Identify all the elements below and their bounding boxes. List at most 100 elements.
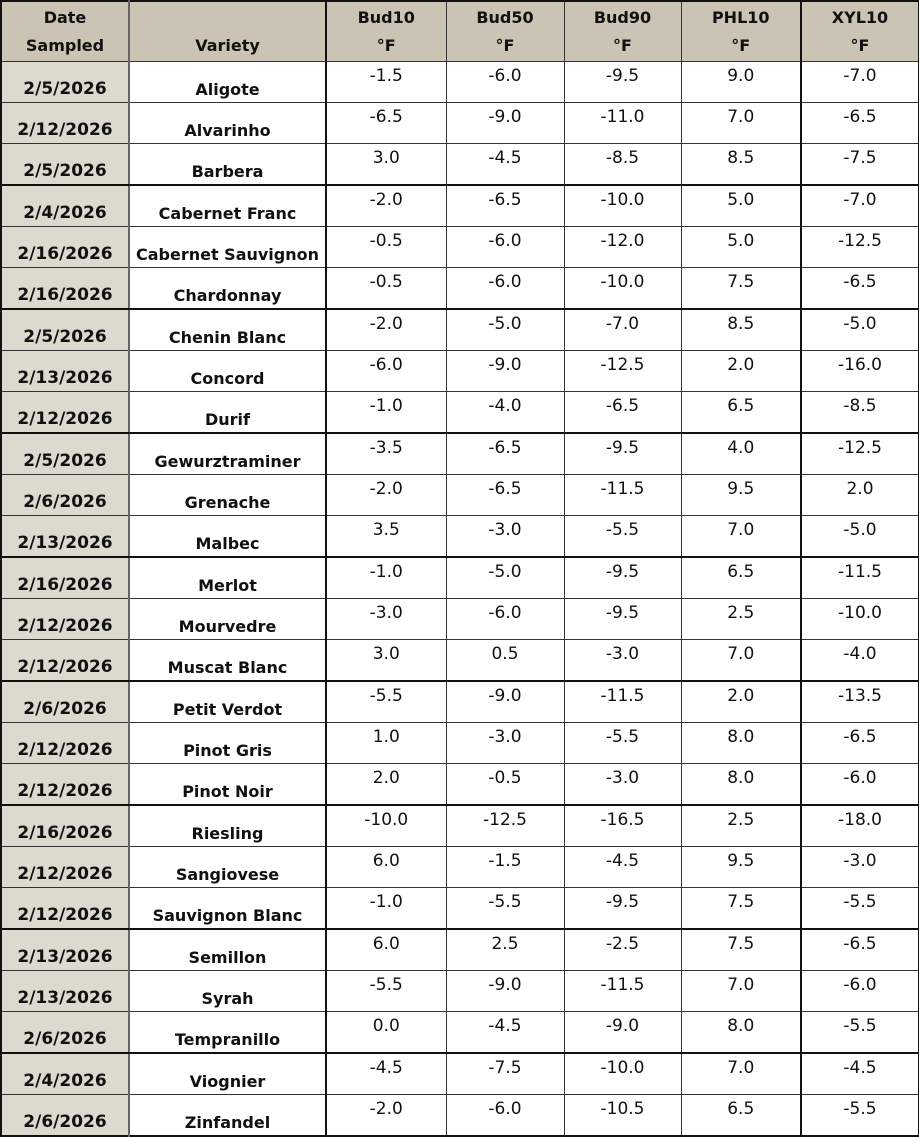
- bud10-cell: -0.5: [325, 267, 447, 310]
- bud90-cell: -5.5: [563, 515, 682, 558]
- variety-cell: Zinfandel: [128, 1094, 327, 1137]
- bud50-cell: -9.0: [445, 970, 565, 1012]
- header-name: XYL10: [831, 8, 889, 27]
- xyl10-cell: -10.0: [800, 598, 919, 640]
- header-phl10: PHL10 °F: [680, 0, 802, 62]
- variety-cell: Muscat Blanc: [128, 639, 327, 682]
- bud90-cell: -5.5: [563, 722, 682, 764]
- bud10-cell: -5.5: [325, 970, 447, 1012]
- xyl10-cell: -16.0: [800, 350, 919, 392]
- date-cell: 2/12/2026: [0, 722, 130, 764]
- bud10-cell: -5.5: [325, 680, 447, 723]
- variety-cell: Chardonnay: [128, 267, 327, 310]
- table-row: 2/6/2026 Petit Verdot -5.5 -9.0 -11.5 2.0 -13.…: [0, 680, 919, 723]
- xyl10-cell: -4.0: [800, 639, 919, 682]
- table-row: 2/5/2026 Gewurztraminer -3.5 -6.5 -9.5 4.0 -12…: [0, 432, 919, 475]
- phl10-cell: 8.0: [680, 1011, 802, 1054]
- xyl10-cell: -4.5: [800, 1052, 919, 1095]
- xyl10-cell: -6.5: [800, 102, 919, 144]
- header-name: Bud50: [476, 8, 534, 27]
- bud10-cell: -1.0: [325, 391, 447, 434]
- bud10-cell: -3.5: [325, 432, 447, 475]
- variety-cell: Petit Verdot: [128, 680, 327, 723]
- phl10-cell: 7.0: [680, 1052, 802, 1095]
- date-cell: 2/5/2026: [0, 143, 130, 186]
- phl10-cell: 6.5: [680, 556, 802, 599]
- table-row: 2/16/2026 Chardonnay -0.5 -6.0 -10.0 7.5 -6.5: [0, 267, 919, 310]
- bud50-cell: -6.0: [445, 61, 565, 103]
- xyl10-cell: -5.0: [800, 515, 919, 558]
- header-name: Bud90: [593, 8, 652, 27]
- bud10-cell: -2.0: [325, 1094, 447, 1137]
- bud90-cell: -12.5: [563, 350, 682, 392]
- table-row: 2/4/2026 Cabernet Franc -2.0 -6.5 -10.0 5.0 -7…: [0, 184, 919, 227]
- xyl10-cell: -6.0: [800, 763, 919, 806]
- date-cell: 2/13/2026: [0, 350, 130, 392]
- bud50-cell: -9.0: [445, 350, 565, 392]
- table-row: 2/5/2026 Aligote -1.5 -6.0 -9.5 9.0 -7.0: [0, 61, 919, 103]
- date-cell: 2/4/2026: [0, 1052, 130, 1095]
- variety-cell: Merlot: [128, 556, 327, 599]
- date-cell: 2/5/2026: [0, 432, 130, 475]
- date-cell: 2/4/2026: [0, 184, 130, 227]
- bud10-cell: 3.0: [325, 639, 447, 682]
- date-cell: 2/12/2026: [0, 846, 130, 888]
- bud90-cell: -9.5: [563, 556, 682, 599]
- table-row: 2/12/2026 Pinot Noir 2.0 -0.5 -3.0 8.0 -6.0: [0, 763, 919, 806]
- variety-cell: Sauvignon Blanc: [128, 887, 327, 930]
- variety-cell: Barbera: [128, 143, 327, 186]
- xyl10-cell: -12.5: [800, 432, 919, 475]
- table-row: 2/12/2026 Pinot Gris 1.0 -3.0 -5.5 8.0 -6.5: [0, 722, 919, 764]
- xyl10-cell: -6.5: [800, 267, 919, 310]
- bud90-cell: -9.5: [563, 598, 682, 640]
- bud50-cell: -3.0: [445, 722, 565, 764]
- variety-cell: Viognier: [128, 1052, 327, 1095]
- xyl10-cell: -5.5: [800, 1094, 919, 1137]
- bud50-cell: -6.0: [445, 1094, 565, 1137]
- variety-cell: Riesling: [128, 804, 327, 847]
- variety-cell: Pinot Noir: [128, 763, 327, 806]
- bud90-cell: -10.5: [563, 1094, 682, 1137]
- variety-cell: Aligote: [128, 61, 327, 103]
- bud50-cell: -3.0: [445, 515, 565, 558]
- date-cell: 2/12/2026: [0, 391, 130, 434]
- xyl10-cell: -18.0: [800, 804, 919, 847]
- phl10-cell: 2.5: [680, 598, 802, 640]
- xyl10-cell: -8.5: [800, 391, 919, 434]
- phl10-cell: 9.5: [680, 846, 802, 888]
- header-bud50: Bud50 °F: [445, 0, 565, 62]
- bud10-cell: -2.0: [325, 184, 447, 227]
- table-row: 2/12/2026 Sangiovese 6.0 -1.5 -4.5 9.5 -3.0: [0, 846, 919, 888]
- header-xyl10: XYL10 °F: [800, 0, 919, 62]
- bud10-cell: 3.0: [325, 143, 447, 186]
- bud50-cell: -6.5: [445, 184, 565, 227]
- variety-cell: Concord: [128, 350, 327, 392]
- header-unit: °F: [731, 36, 751, 55]
- bud50-cell: -6.0: [445, 267, 565, 310]
- bud10-cell: 6.0: [325, 928, 447, 971]
- bud50-cell: 2.5: [445, 928, 565, 971]
- bud90-cell: -3.0: [563, 763, 682, 806]
- variety-cell: Sangiovese: [128, 846, 327, 888]
- header-date-line2: Sampled: [25, 36, 105, 55]
- date-cell: 2/13/2026: [0, 928, 130, 971]
- table-row: 2/12/2026 Mourvedre -3.0 -6.0 -9.5 2.5 -10.0: [0, 598, 919, 640]
- phl10-cell: 5.0: [680, 226, 802, 268]
- bud10-cell: 0.0: [325, 1011, 447, 1054]
- bud50-cell: -5.0: [445, 308, 565, 351]
- variety-cell: Gewurztraminer: [128, 432, 327, 475]
- bud10-cell: 6.0: [325, 846, 447, 888]
- bud10-cell: -10.0: [325, 804, 447, 847]
- xyl10-cell: -6.5: [800, 722, 919, 764]
- xyl10-cell: -7.0: [800, 184, 919, 227]
- phl10-cell: 6.5: [680, 1094, 802, 1137]
- phl10-cell: 9.0: [680, 61, 802, 103]
- phl10-cell: 8.0: [680, 763, 802, 806]
- variety-cell: Mourvedre: [128, 598, 327, 640]
- date-cell: 2/12/2026: [0, 102, 130, 144]
- table-row: 2/5/2026 Barbera 3.0 -4.5 -8.5 8.5 -7.5: [0, 143, 919, 186]
- bud90-cell: -7.0: [563, 308, 682, 351]
- bud50-cell: -6.0: [445, 226, 565, 268]
- xyl10-cell: -12.5: [800, 226, 919, 268]
- xyl10-cell: -6.0: [800, 970, 919, 1012]
